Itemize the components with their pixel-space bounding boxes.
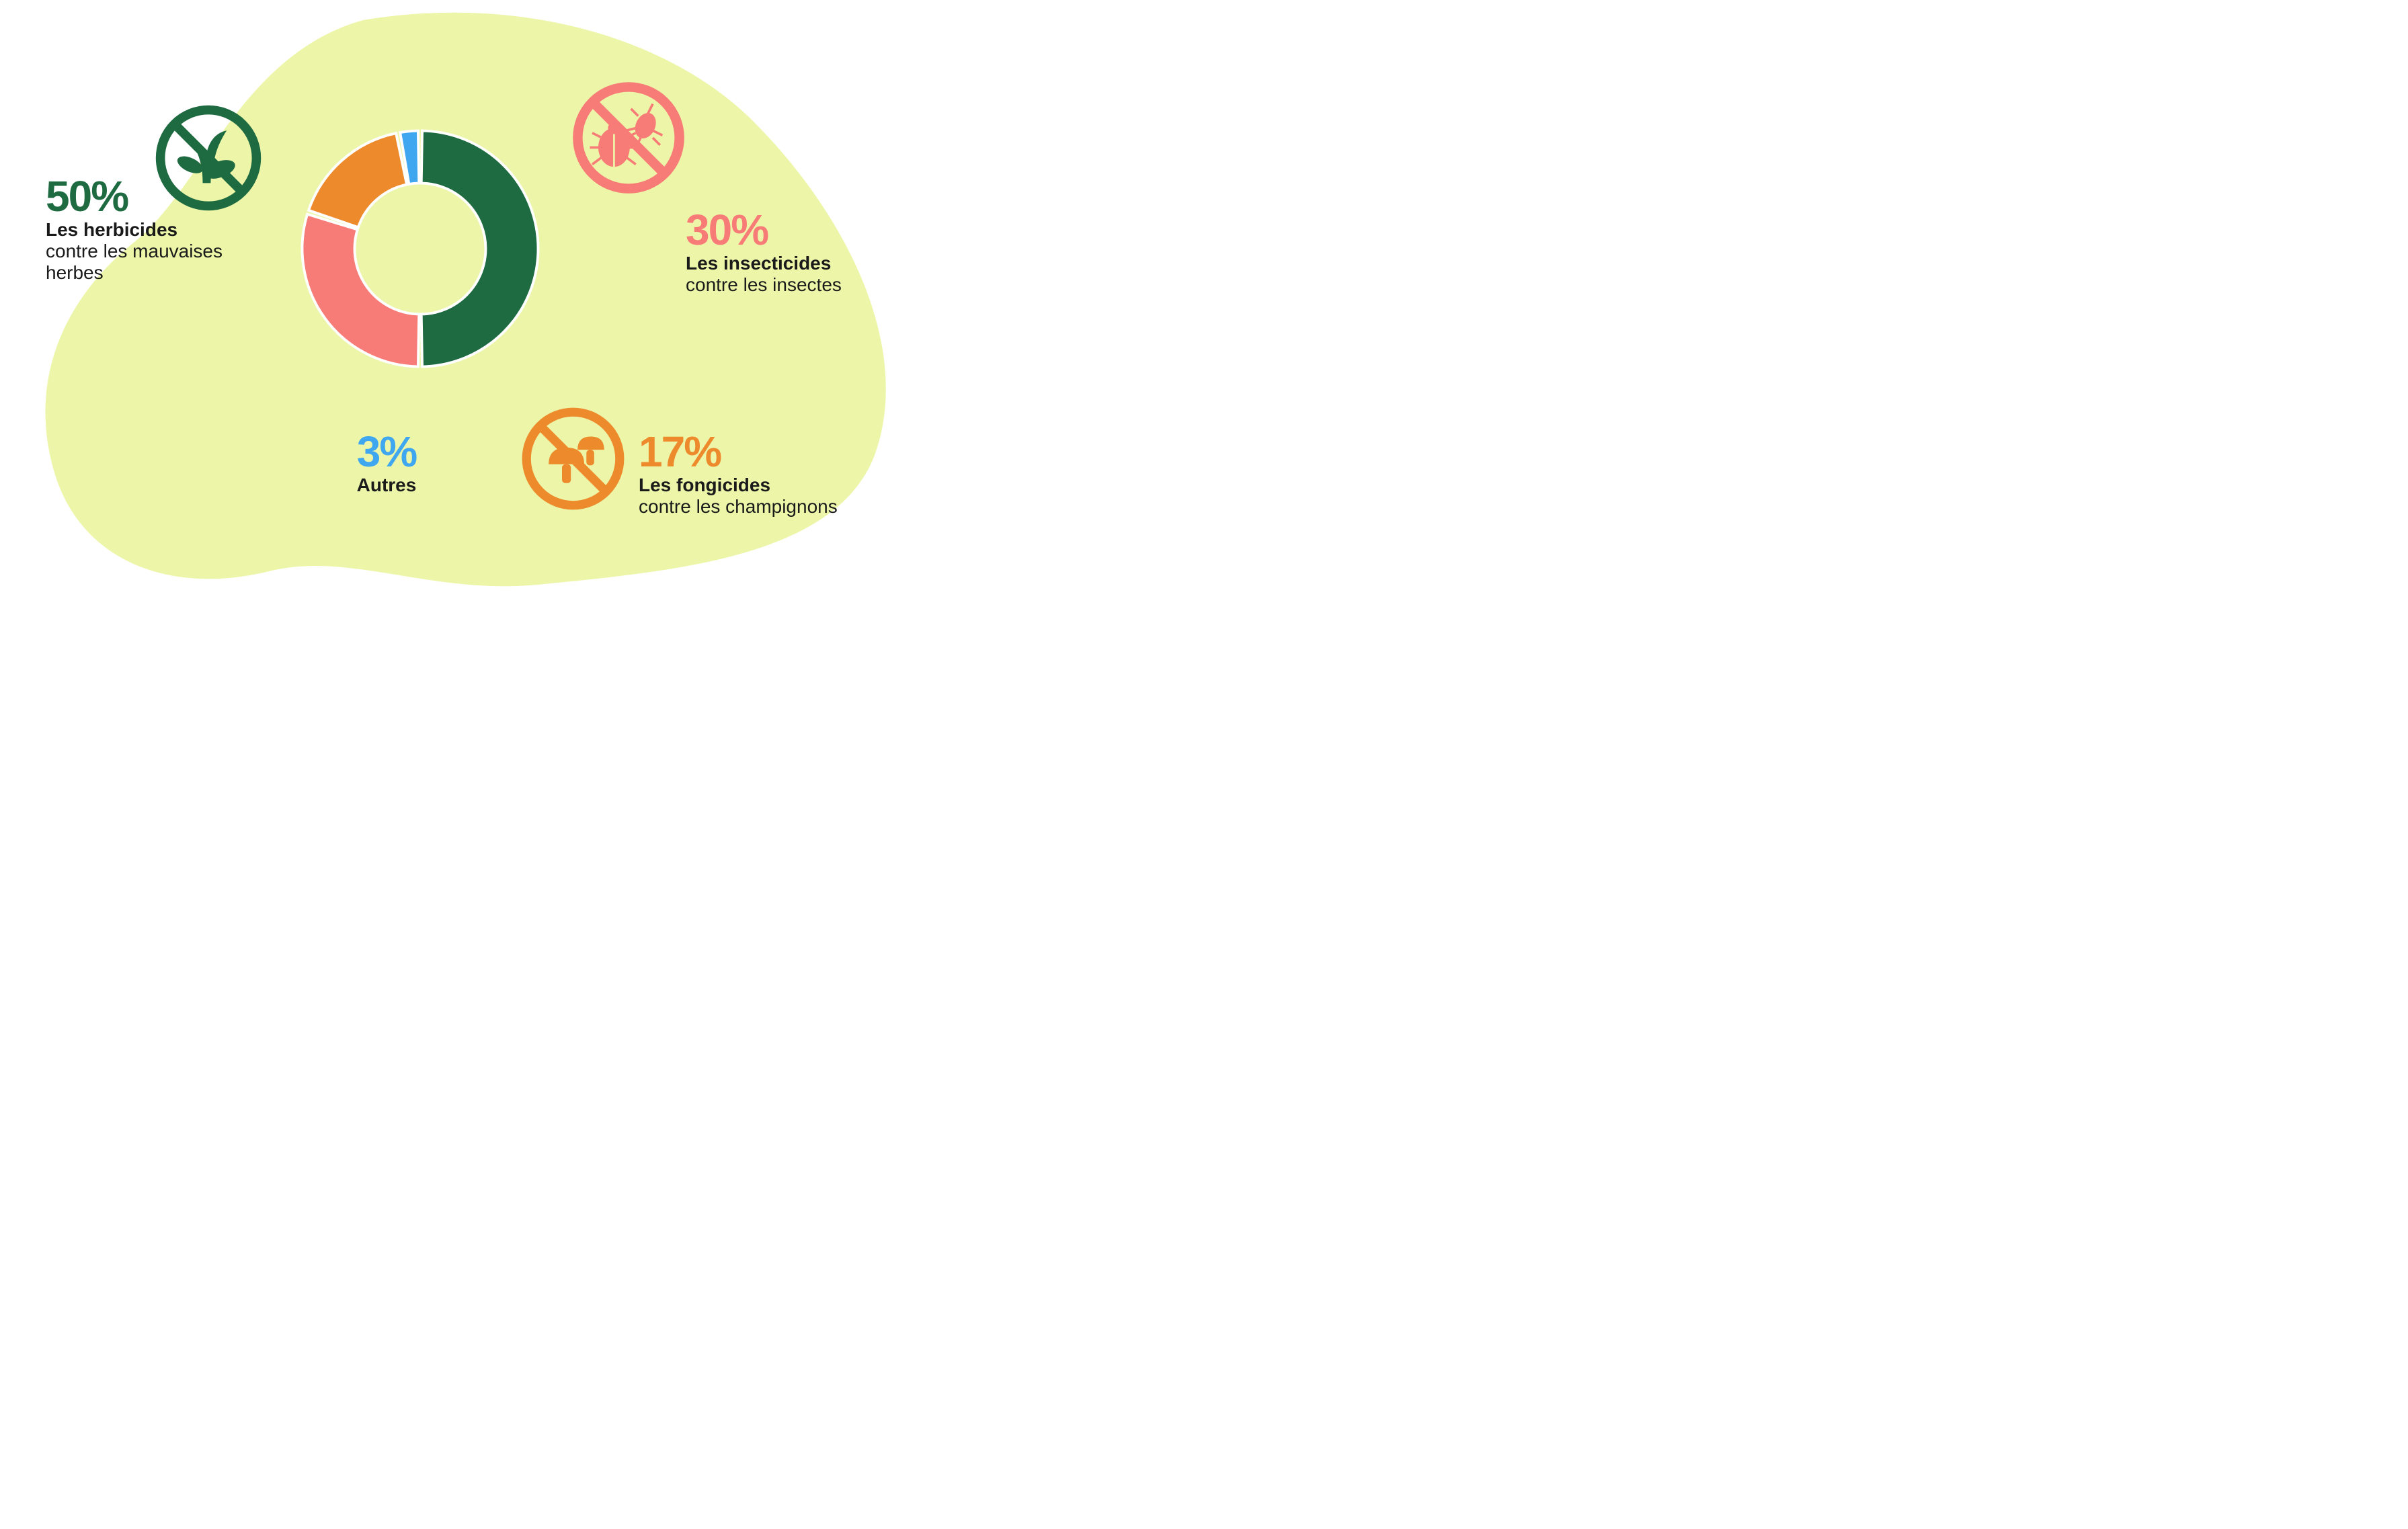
autres-label: 3% Autres bbox=[319, 430, 454, 496]
donut-segment-herbicides bbox=[422, 131, 538, 367]
donut-segment-insecticides bbox=[303, 214, 419, 367]
no-mushrooms-icon bbox=[518, 403, 629, 514]
herbicides-label: 50% Les herbicides contre les mauvaises … bbox=[46, 175, 261, 284]
fongicides-pct: 17% bbox=[639, 430, 881, 473]
donut-segment-fongicides bbox=[309, 133, 407, 227]
herbicides-pct: 50% bbox=[46, 175, 261, 218]
no-insects-icon bbox=[568, 77, 689, 198]
herbicides-title: Les herbicides bbox=[46, 219, 261, 241]
fongicides-label: 17% Les fongicides contre les champignon… bbox=[639, 430, 881, 518]
insecticides-label: 30% Les insecticides contre les insectes bbox=[686, 208, 941, 296]
autres-title: Autres bbox=[319, 474, 454, 496]
autres-pct: 3% bbox=[319, 430, 454, 473]
insecticides-pct: 30% bbox=[686, 208, 941, 251]
insecticides-title: Les insecticides bbox=[686, 253, 941, 274]
fongicides-title: Les fongicides bbox=[639, 474, 881, 496]
herbicides-desc: contre les mauvaises herbes bbox=[46, 241, 261, 284]
insecticides-desc: contre les insectes bbox=[686, 274, 941, 296]
fongicides-desc: contre les champignons bbox=[639, 496, 881, 518]
donut-chart bbox=[289, 118, 551, 380]
